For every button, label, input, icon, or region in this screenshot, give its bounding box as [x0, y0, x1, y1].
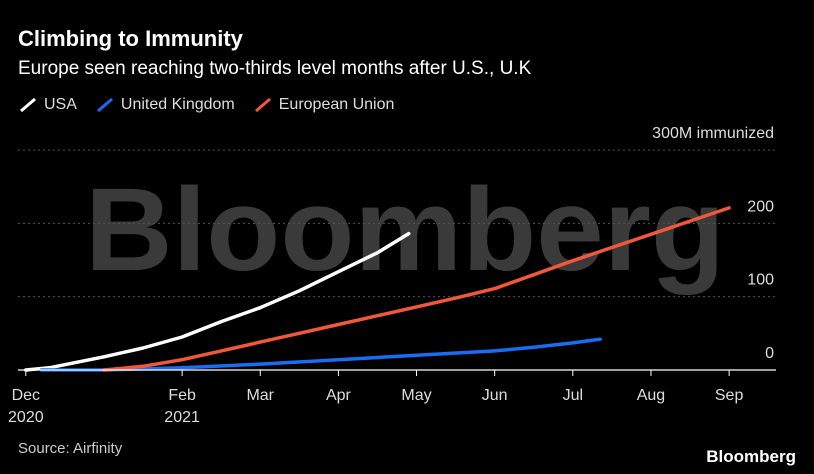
legend-swatch-united-kingdom — [96, 97, 113, 113]
legend: USA United Kingdom European Union — [18, 94, 412, 116]
bloomberg-logo: Bloomberg — [706, 447, 796, 466]
watermark: Bloomberg — [85, 164, 725, 296]
legend-label-usa: USA — [44, 96, 77, 113]
y-tick-label-0: 0 — [765, 345, 774, 362]
series-line-united-kingdom — [39, 337, 602, 372]
x-tick-label-aug: Aug — [637, 387, 665, 404]
series-line-usa — [24, 231, 411, 372]
source-note: Source: Airfinity — [18, 440, 123, 457]
chart-subtitle: Europe seen reaching two-thirds level mo… — [18, 58, 532, 79]
gridlines — [18, 149, 776, 298]
x-tick-label-apr: Apr — [326, 387, 352, 404]
legend-swatch-european-union — [254, 97, 271, 113]
x-tick-label-dec: Dec — [12, 387, 40, 404]
x-tick-label-may: May — [401, 387, 431, 404]
legend-item-usa: USA — [18, 96, 77, 114]
legend-swatch-usa — [20, 97, 36, 113]
watermark-layer: Bloomberg — [85, 164, 725, 296]
legend-item-european-union: European Union — [253, 96, 395, 114]
y-tick-label-100: 100 — [747, 272, 774, 289]
axes: 0 100 200 300M immunized Dec 2020 Feb 2021 Mar Ap… — [8, 125, 776, 426]
x-tick-year-label-2021: 2021 — [164, 409, 200, 426]
chart-title: Climbing to Immunity — [18, 26, 243, 51]
y-tick-label-200: 200 — [747, 198, 774, 215]
x-tick-year-label-2020: 2020 — [8, 409, 44, 426]
x-tick-label-mar: Mar — [246, 387, 274, 404]
x-tick-label-jun: Jun — [482, 387, 508, 404]
y-tick-label-300: 300M immunized — [652, 125, 774, 142]
legend-label-european-union: European Union — [278, 96, 395, 113]
x-tick-label-feb: Feb — [168, 387, 196, 404]
x-tick-label-jul: Jul — [563, 387, 583, 404]
series-line-european-union — [102, 206, 731, 372]
series-lines — [24, 206, 731, 372]
legend-label-united-kingdom: United Kingdom — [120, 96, 235, 113]
legend-item-united-kingdom: United Kingdom — [95, 96, 235, 114]
x-tick-label-sep: Sep — [715, 387, 744, 404]
